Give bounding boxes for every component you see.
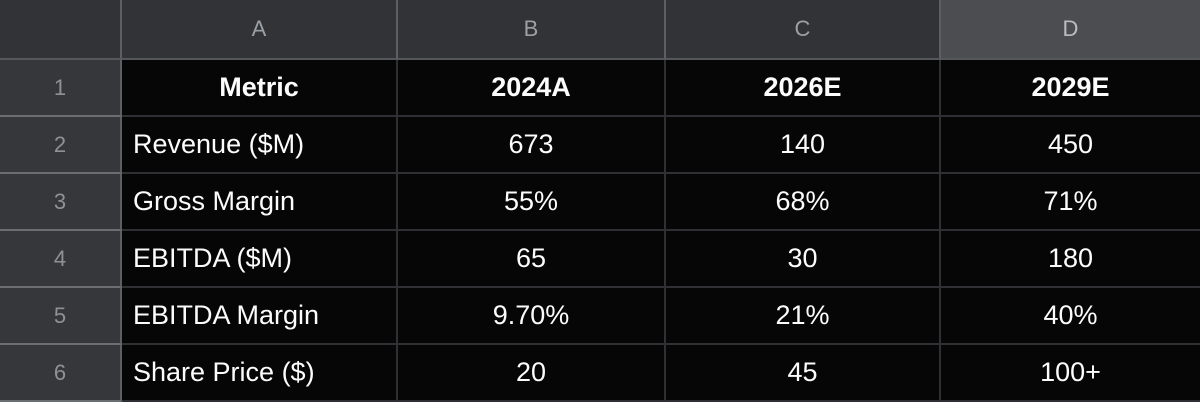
cell-d5[interactable]: 40% — [941, 288, 1200, 345]
cell-a5[interactable]: EBITDA Margin — [122, 288, 398, 345]
cell-d4[interactable]: 180 — [941, 231, 1200, 288]
cell-c5[interactable]: 21% — [666, 288, 941, 345]
cell-a1[interactable]: Metric — [122, 60, 398, 117]
select-all-corner[interactable] — [0, 0, 122, 60]
row-header-6[interactable]: 6 — [0, 345, 122, 402]
cell-c1[interactable]: 2026E — [666, 60, 941, 117]
column-header-row: A B C D — [0, 0, 1200, 60]
cell-a2[interactable]: Revenue ($M) — [122, 117, 398, 174]
cell-d1[interactable]: 2029E — [941, 60, 1200, 117]
table-row: 3 Gross Margin 55% 68% 71% — [0, 174, 1200, 231]
cell-a3[interactable]: Gross Margin — [122, 174, 398, 231]
cell-c2[interactable]: 140 — [666, 117, 941, 174]
row-header-2[interactable]: 2 — [0, 117, 122, 174]
table-row: 5 EBITDA Margin 9.70% 21% 40% — [0, 288, 1200, 345]
cell-d2[interactable]: 450 — [941, 117, 1200, 174]
cell-c6[interactable]: 45 — [666, 345, 941, 402]
row-header-4[interactable]: 4 — [0, 231, 122, 288]
cell-b1[interactable]: 2024A — [398, 60, 666, 117]
column-header-b[interactable]: B — [398, 0, 666, 60]
cell-c4[interactable]: 30 — [666, 231, 941, 288]
cell-b6[interactable]: 20 — [398, 345, 666, 402]
table-row: 2 Revenue ($M) 673 140 450 — [0, 117, 1200, 174]
row-header-1[interactable]: 1 — [0, 60, 122, 117]
column-header-d[interactable]: D — [941, 0, 1200, 60]
column-header-a[interactable]: A — [122, 0, 398, 60]
row-header-5[interactable]: 5 — [0, 288, 122, 345]
row-header-3[interactable]: 3 — [0, 174, 122, 231]
cell-b5[interactable]: 9.70% — [398, 288, 666, 345]
table-row: 4 EBITDA ($M) 65 30 180 — [0, 231, 1200, 288]
cell-a4[interactable]: EBITDA ($M) — [122, 231, 398, 288]
cell-d6[interactable]: 100+ — [941, 345, 1200, 402]
table-row: 6 Share Price ($) 20 45 100+ — [0, 345, 1200, 402]
cell-c3[interactable]: 68% — [666, 174, 941, 231]
column-header-c[interactable]: C — [666, 0, 941, 60]
cell-b2[interactable]: 673 — [398, 117, 666, 174]
table-row: 1 Metric 2024A 2026E 2029E — [0, 60, 1200, 117]
cell-a6[interactable]: Share Price ($) — [122, 345, 398, 402]
cell-b3[interactable]: 55% — [398, 174, 666, 231]
cell-d3[interactable]: 71% — [941, 174, 1200, 231]
cell-b4[interactable]: 65 — [398, 231, 666, 288]
